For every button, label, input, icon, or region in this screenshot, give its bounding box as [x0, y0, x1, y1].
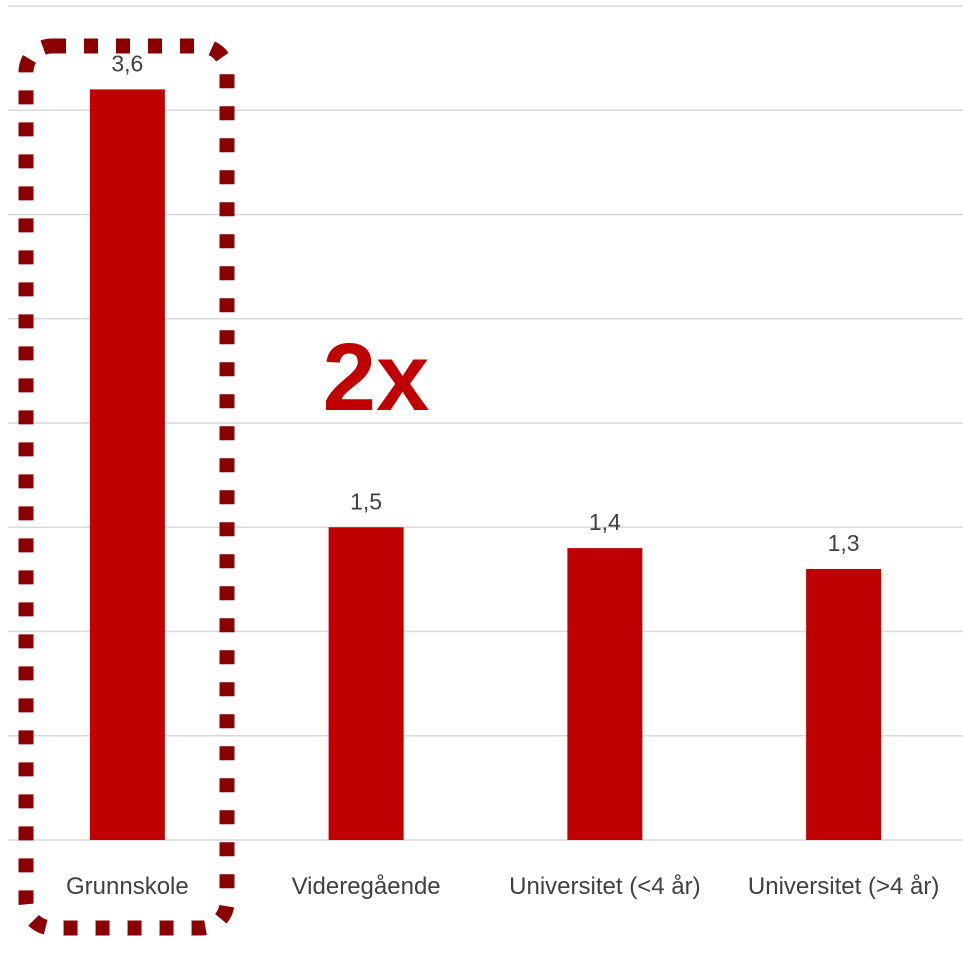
bars [89, 89, 882, 840]
bar-4 [806, 568, 882, 840]
data-labels: 3,6 1,5 1,4 1,3 [111, 50, 859, 556]
category-label-3: Universitet (<4 år) [509, 873, 700, 900]
category-label-1: Grunnskole [66, 873, 189, 900]
category-label-4: Universitet (>4 år) [748, 873, 939, 900]
bar-2 [328, 527, 404, 840]
category-label-2: Videregående [292, 873, 441, 900]
bar-1 [89, 89, 165, 840]
highlight-box [18, 38, 235, 936]
data-label-3: 1,4 [589, 509, 621, 535]
category-labels: Grunnskole Videregående Universitet (<4 år… [66, 873, 939, 900]
gridlines [8, 5, 963, 841]
annotation-2x: 2x [323, 324, 430, 431]
data-label-1: 3,6 [111, 50, 143, 76]
bar-3 [567, 548, 643, 840]
data-label-2: 1,5 [350, 488, 382, 514]
data-label-4: 1,3 [828, 530, 860, 556]
